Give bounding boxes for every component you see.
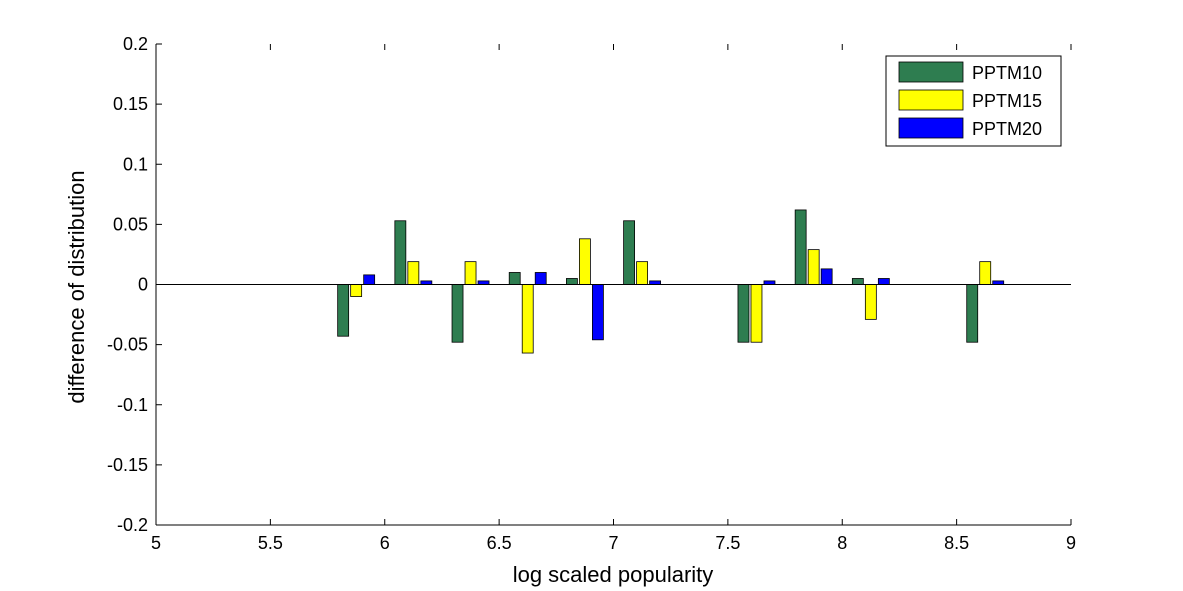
y-tick-label: -0.05	[107, 335, 148, 355]
legend-swatch-pptm10	[898, 61, 964, 83]
bar-pptm15-8	[864, 284, 877, 320]
bar-pptm20-3	[534, 272, 547, 285]
y-axis-title: difference of distribution	[64, 170, 89, 403]
x-axis-ticks: 5 5.5 6 6.5 7 7.5 8 8.5 9	[151, 44, 1076, 553]
bar-pptm10-7	[794, 209, 807, 285]
bar-pptm15-7	[807, 249, 820, 285]
bar-pptm20-8	[877, 278, 890, 285]
bar-pptm15-1	[407, 261, 420, 285]
legend-label-pptm15: PPTM15	[972, 91, 1042, 111]
bar-pptm20-5	[649, 280, 661, 285]
bar-pptm10-4	[566, 278, 578, 285]
legend-label-pptm20: PPTM20	[972, 119, 1042, 139]
bar-pptm10-8	[851, 278, 864, 285]
bar-pptm10-0	[337, 284, 350, 337]
bar-pptm20-6	[763, 280, 776, 285]
bar-pptm10-1	[394, 220, 407, 285]
x-tick-label: 5	[151, 533, 161, 553]
y-tick-label: 0.05	[113, 214, 148, 234]
bar-pptm20-2	[477, 280, 490, 285]
x-tick-label: 7.5	[715, 533, 740, 553]
bar-pptm20-0	[363, 274, 376, 285]
x-axis-title: log scaled popularity	[513, 562, 714, 587]
bar-pptm20-7	[820, 268, 833, 285]
legend: PPTM10 PPTM15 PPTM20	[885, 55, 1062, 147]
bar-pptm20-1	[420, 280, 433, 285]
bar-pptm15-3	[521, 284, 534, 354]
x-tick-label: 9	[1066, 533, 1076, 553]
x-tick-label: 7	[608, 533, 618, 553]
legend-swatch-pptm15	[898, 89, 964, 111]
bar-pptm20-9	[992, 280, 1005, 285]
bar-pptm15-4	[579, 238, 591, 285]
x-tick-label: 8	[837, 533, 847, 553]
x-tick-label: 6.5	[487, 533, 512, 553]
y-tick-label: 0.15	[113, 94, 148, 114]
bar-pptm10-9	[966, 284, 979, 343]
legend-swatch-pptm20	[898, 117, 964, 139]
y-tick-label: -0.15	[107, 455, 148, 475]
bar-pptm10-6	[737, 284, 750, 343]
bar-pptm10-2	[451, 284, 464, 343]
y-tick-label: -0.2	[117, 515, 148, 535]
y-tick-label: 0.1	[123, 154, 148, 174]
y-axis-ticks: -0.2 -0.15 -0.1 -0.05 0 0.05 0.1 0.15 0.2	[107, 34, 162, 535]
x-tick-label: 5.5	[258, 533, 283, 553]
y-tick-label: -0.1	[117, 395, 148, 415]
bar-pptm15-2	[464, 261, 477, 285]
bar-pptm20-4	[592, 284, 604, 341]
bar-pptm15-0	[350, 284, 363, 297]
legend-label-pptm10: PPTM10	[972, 63, 1042, 83]
bar-pptm15-5	[636, 261, 648, 285]
x-tick-label: 6	[380, 533, 390, 553]
x-tick-label: 8.5	[944, 533, 969, 553]
bar-pptm10-3	[508, 272, 521, 285]
bar-pptm10-5	[623, 220, 635, 285]
y-tick-label: 0.2	[123, 34, 148, 54]
bar-pptm15-9	[979, 261, 992, 285]
y-tick-label: 0	[138, 275, 148, 295]
bar-pptm15-6	[750, 284, 763, 343]
